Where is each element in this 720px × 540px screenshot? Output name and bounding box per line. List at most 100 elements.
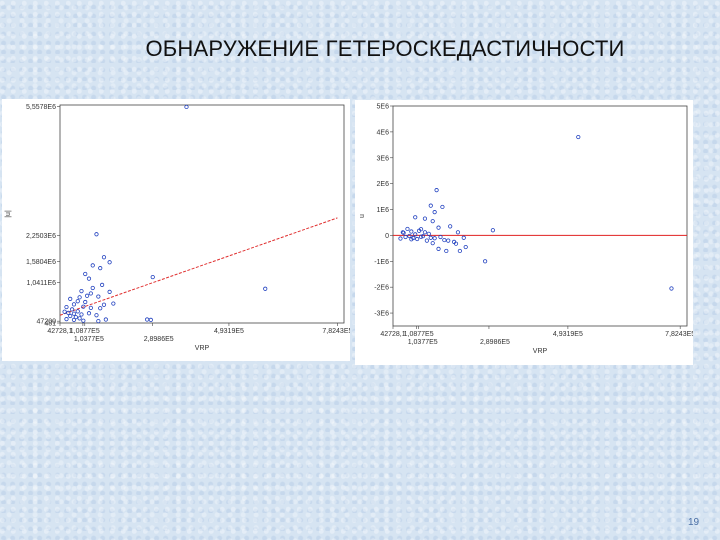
y-tick-label: 0 xyxy=(385,233,389,240)
data-point xyxy=(436,225,441,230)
data-point xyxy=(398,236,403,241)
y-tick-label: 4E6 xyxy=(377,129,390,136)
data-point xyxy=(107,260,112,265)
data-point xyxy=(88,291,93,296)
data-point xyxy=(446,238,451,243)
data-point xyxy=(73,315,78,320)
data-point xyxy=(405,226,410,232)
data-point xyxy=(90,263,95,268)
data-point xyxy=(94,232,99,237)
x-tick-label: 2,8986E5 xyxy=(480,339,510,346)
data-point xyxy=(111,301,116,306)
data-point xyxy=(442,237,447,243)
data-point xyxy=(81,318,86,323)
data-point xyxy=(424,238,429,243)
page-number: 19 xyxy=(688,517,700,528)
data-point xyxy=(453,241,459,246)
data-point xyxy=(68,296,73,301)
x-tick-label: 1,0377E5 xyxy=(74,336,104,343)
x-tick-label: 42728,1 xyxy=(380,331,405,338)
data-point xyxy=(101,255,107,260)
data-point xyxy=(83,299,88,305)
x-tick-label: 1,0877E5 xyxy=(404,331,434,338)
data-point xyxy=(407,233,412,239)
data-point xyxy=(64,317,69,322)
data-point xyxy=(98,306,103,311)
data-point xyxy=(432,210,437,215)
data-point xyxy=(428,235,433,240)
data-point xyxy=(426,231,431,236)
data-point xyxy=(79,288,84,294)
data-point xyxy=(409,237,414,242)
y-axis-label: u xyxy=(359,214,366,218)
data-point xyxy=(448,224,453,229)
data-point xyxy=(86,311,92,316)
data-point xyxy=(436,246,441,251)
y-tick-label: 3E6 xyxy=(377,155,390,162)
x-axis-label: VRP xyxy=(533,348,548,355)
data-point xyxy=(79,312,84,317)
y-tick-label: 5,5578E6 xyxy=(26,104,56,111)
data-point xyxy=(418,227,424,232)
data-point xyxy=(418,234,424,239)
data-point xyxy=(148,317,153,323)
data-point xyxy=(422,216,428,221)
data-point xyxy=(107,289,112,294)
data-point xyxy=(90,285,95,291)
residuals-scatter-plot: 5E6 4E6 3E6 2E6 1E6 0 -1E6 -2E6 -3E6 42728,11,087… xyxy=(359,104,693,356)
x-tick-label: 7,8243E5 xyxy=(322,328,350,335)
data-point xyxy=(432,236,437,241)
y-tick-label: 1,5804E6 xyxy=(26,259,56,266)
regression-line xyxy=(59,217,338,316)
y-tick-label: -3E6 xyxy=(374,311,389,318)
data-point xyxy=(440,204,445,210)
data-point xyxy=(145,317,150,322)
data-point xyxy=(413,215,418,220)
x-tick-label: 4,9319E5 xyxy=(214,328,244,335)
data-point xyxy=(430,241,435,246)
y-tick-label: 2E6 xyxy=(377,181,390,188)
x-tick-label: 2,8986E5 xyxy=(144,336,174,343)
chart-abs-residuals: 5,5578E6 2,2503E6 1,5804E6 1,0411E6 47200 481… xyxy=(2,99,350,361)
x-tick-label: 4,9319E5 xyxy=(553,331,583,338)
data-point xyxy=(100,282,105,287)
data-point xyxy=(66,310,71,315)
plot-frame xyxy=(392,105,688,327)
slide-title: ОБНАРУЖЕНИЕ ГЕТЕРОСКЕДАСТИЧНОСТИ xyxy=(145,36,625,61)
data-point xyxy=(184,104,189,110)
data-point xyxy=(438,234,443,240)
data-point xyxy=(463,244,468,250)
data-point xyxy=(403,234,408,240)
data-point xyxy=(71,317,77,323)
data-point xyxy=(64,304,69,310)
plot-frame xyxy=(59,104,345,324)
data-point xyxy=(75,309,80,314)
data-point xyxy=(483,259,488,264)
y-tick-label: -1E6 xyxy=(374,259,389,266)
data-point xyxy=(490,228,495,233)
data-point xyxy=(75,299,80,304)
data-point xyxy=(103,317,108,322)
data-point xyxy=(98,266,103,271)
data-point xyxy=(430,219,435,224)
data-point xyxy=(413,232,418,237)
data-point xyxy=(434,188,439,193)
data-point xyxy=(455,230,461,235)
y-tick-label: 481 xyxy=(44,321,56,328)
x-tick-label: 7,8243E5 xyxy=(665,331,693,338)
data-point xyxy=(101,302,107,307)
data-point xyxy=(68,313,73,319)
data-point xyxy=(81,304,86,309)
data-point xyxy=(88,305,93,310)
data-point xyxy=(150,274,155,280)
data-point xyxy=(409,229,414,234)
data-point xyxy=(415,236,420,242)
x-tick-label: 42728,1 xyxy=(47,328,72,335)
data-point xyxy=(420,234,426,239)
data-point xyxy=(461,235,466,240)
data-point xyxy=(96,294,101,299)
x-tick-label: 1,0877E5 xyxy=(70,328,100,335)
data-point xyxy=(62,309,67,314)
data-point xyxy=(400,230,405,235)
y-tick-label: 1,0411E6 xyxy=(27,280,57,287)
